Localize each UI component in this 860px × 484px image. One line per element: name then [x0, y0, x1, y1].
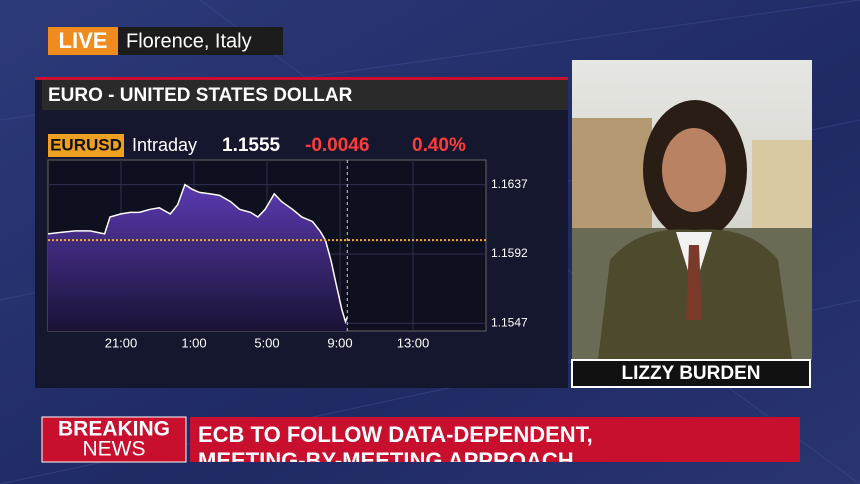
x-tick-label: 9:00	[327, 335, 352, 350]
x-tick-label: 5:00	[254, 335, 279, 350]
y-tick-label: 1.1637	[491, 177, 528, 191]
price-line	[47, 183, 349, 325]
news-label: NEWS	[83, 438, 146, 461]
breaking-label: BREAKING	[58, 418, 170, 441]
title-bar	[42, 80, 568, 110]
headline-box	[190, 417, 800, 462]
ticker-box	[48, 134, 124, 157]
chart-title: EURO - UNITED STATES DOLLAR	[48, 85, 353, 106]
location: Florence, Italy	[126, 30, 252, 52]
last-price: 1.1555	[222, 135, 281, 156]
x-tick-label: 1:00	[181, 335, 206, 350]
live-badge	[48, 27, 118, 55]
headline: ECB TO FOLLOW DATA-DEPENDENT,	[198, 422, 593, 447]
live-text: LIVE	[59, 28, 108, 53]
period: Intraday	[132, 135, 197, 155]
y-tick-label: 1.1592	[491, 246, 528, 260]
change: -0.0046	[305, 135, 369, 156]
x-tick-label: 21:00	[105, 335, 138, 350]
plot: 21:00 1:00 5:00 9:00 13:00 1.1637 1.1592 1.1547	[47, 160, 528, 350]
panel-accent	[35, 77, 568, 80]
x-tick-label: 13:00	[397, 335, 430, 350]
y-tick-label: 1.1547	[491, 315, 528, 329]
location-box	[118, 27, 283, 55]
breaking-box	[41, 416, 187, 463]
headline: MEETING-BY-MEETING APPROACH	[198, 448, 574, 473]
name-plate	[571, 359, 811, 388]
ticker: EURUSD	[50, 135, 122, 154]
change-pct: 0.40%	[412, 135, 466, 156]
area-fill	[48, 184, 348, 331]
reporter-name: LIZZY BURDEN	[622, 363, 761, 384]
video-feed	[572, 60, 812, 360]
